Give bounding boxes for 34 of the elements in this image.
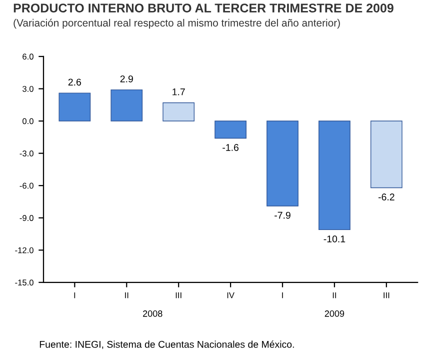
source-note: Fuente: INEGI, Sistema de Cuentas Nacionales de México. <box>40 340 294 349</box>
data-label: 1.7 <box>172 88 185 96</box>
x-tick-label: IV <box>227 292 234 298</box>
y-tick-label: -6.0 <box>20 182 34 189</box>
x-tick-label: I <box>74 292 76 298</box>
y-tick-label: -3.0 <box>20 150 34 156</box>
data-label: -6.2 <box>378 194 394 200</box>
chart-subtitle: (Variación porcentual real respecto al mismo trimestre del año anterior) <box>14 18 340 29</box>
y-tick-label: -15.0 <box>15 280 34 286</box>
data-label: -7.9 <box>274 212 290 219</box>
data-label: -1.6 <box>222 144 238 151</box>
bar <box>214 120 246 139</box>
y-tick-label: -9.0 <box>20 215 34 221</box>
x-tick-label: II <box>332 292 336 298</box>
text: 2008 <box>143 310 162 317</box>
y-tick-label: 3.0 <box>22 86 34 92</box>
chart-title: PRODUCTO INTERNO BRUTO AL TERCER TRIMESTRE DE 2009 <box>14 4 394 12</box>
data-label: -10.1 <box>324 236 346 242</box>
data-label: 2.6 <box>68 78 82 86</box>
y-tick-label: 6.0 <box>22 54 34 60</box>
data-label: 2.9 <box>120 75 133 82</box>
bar <box>370 120 402 188</box>
x-tick-label: I <box>282 292 283 298</box>
y-tick-label: -12.0 <box>15 247 34 254</box>
bar <box>110 89 143 122</box>
x-tick-label: II <box>125 292 128 298</box>
bar <box>318 120 350 230</box>
bar <box>266 120 298 206</box>
text: 2009 <box>324 310 344 317</box>
bar <box>58 92 91 122</box>
y-tick-label: 0.0 <box>22 118 34 124</box>
bar <box>162 102 195 122</box>
x-tick-label: III <box>384 292 390 298</box>
x-tick-label: III <box>176 292 182 298</box>
